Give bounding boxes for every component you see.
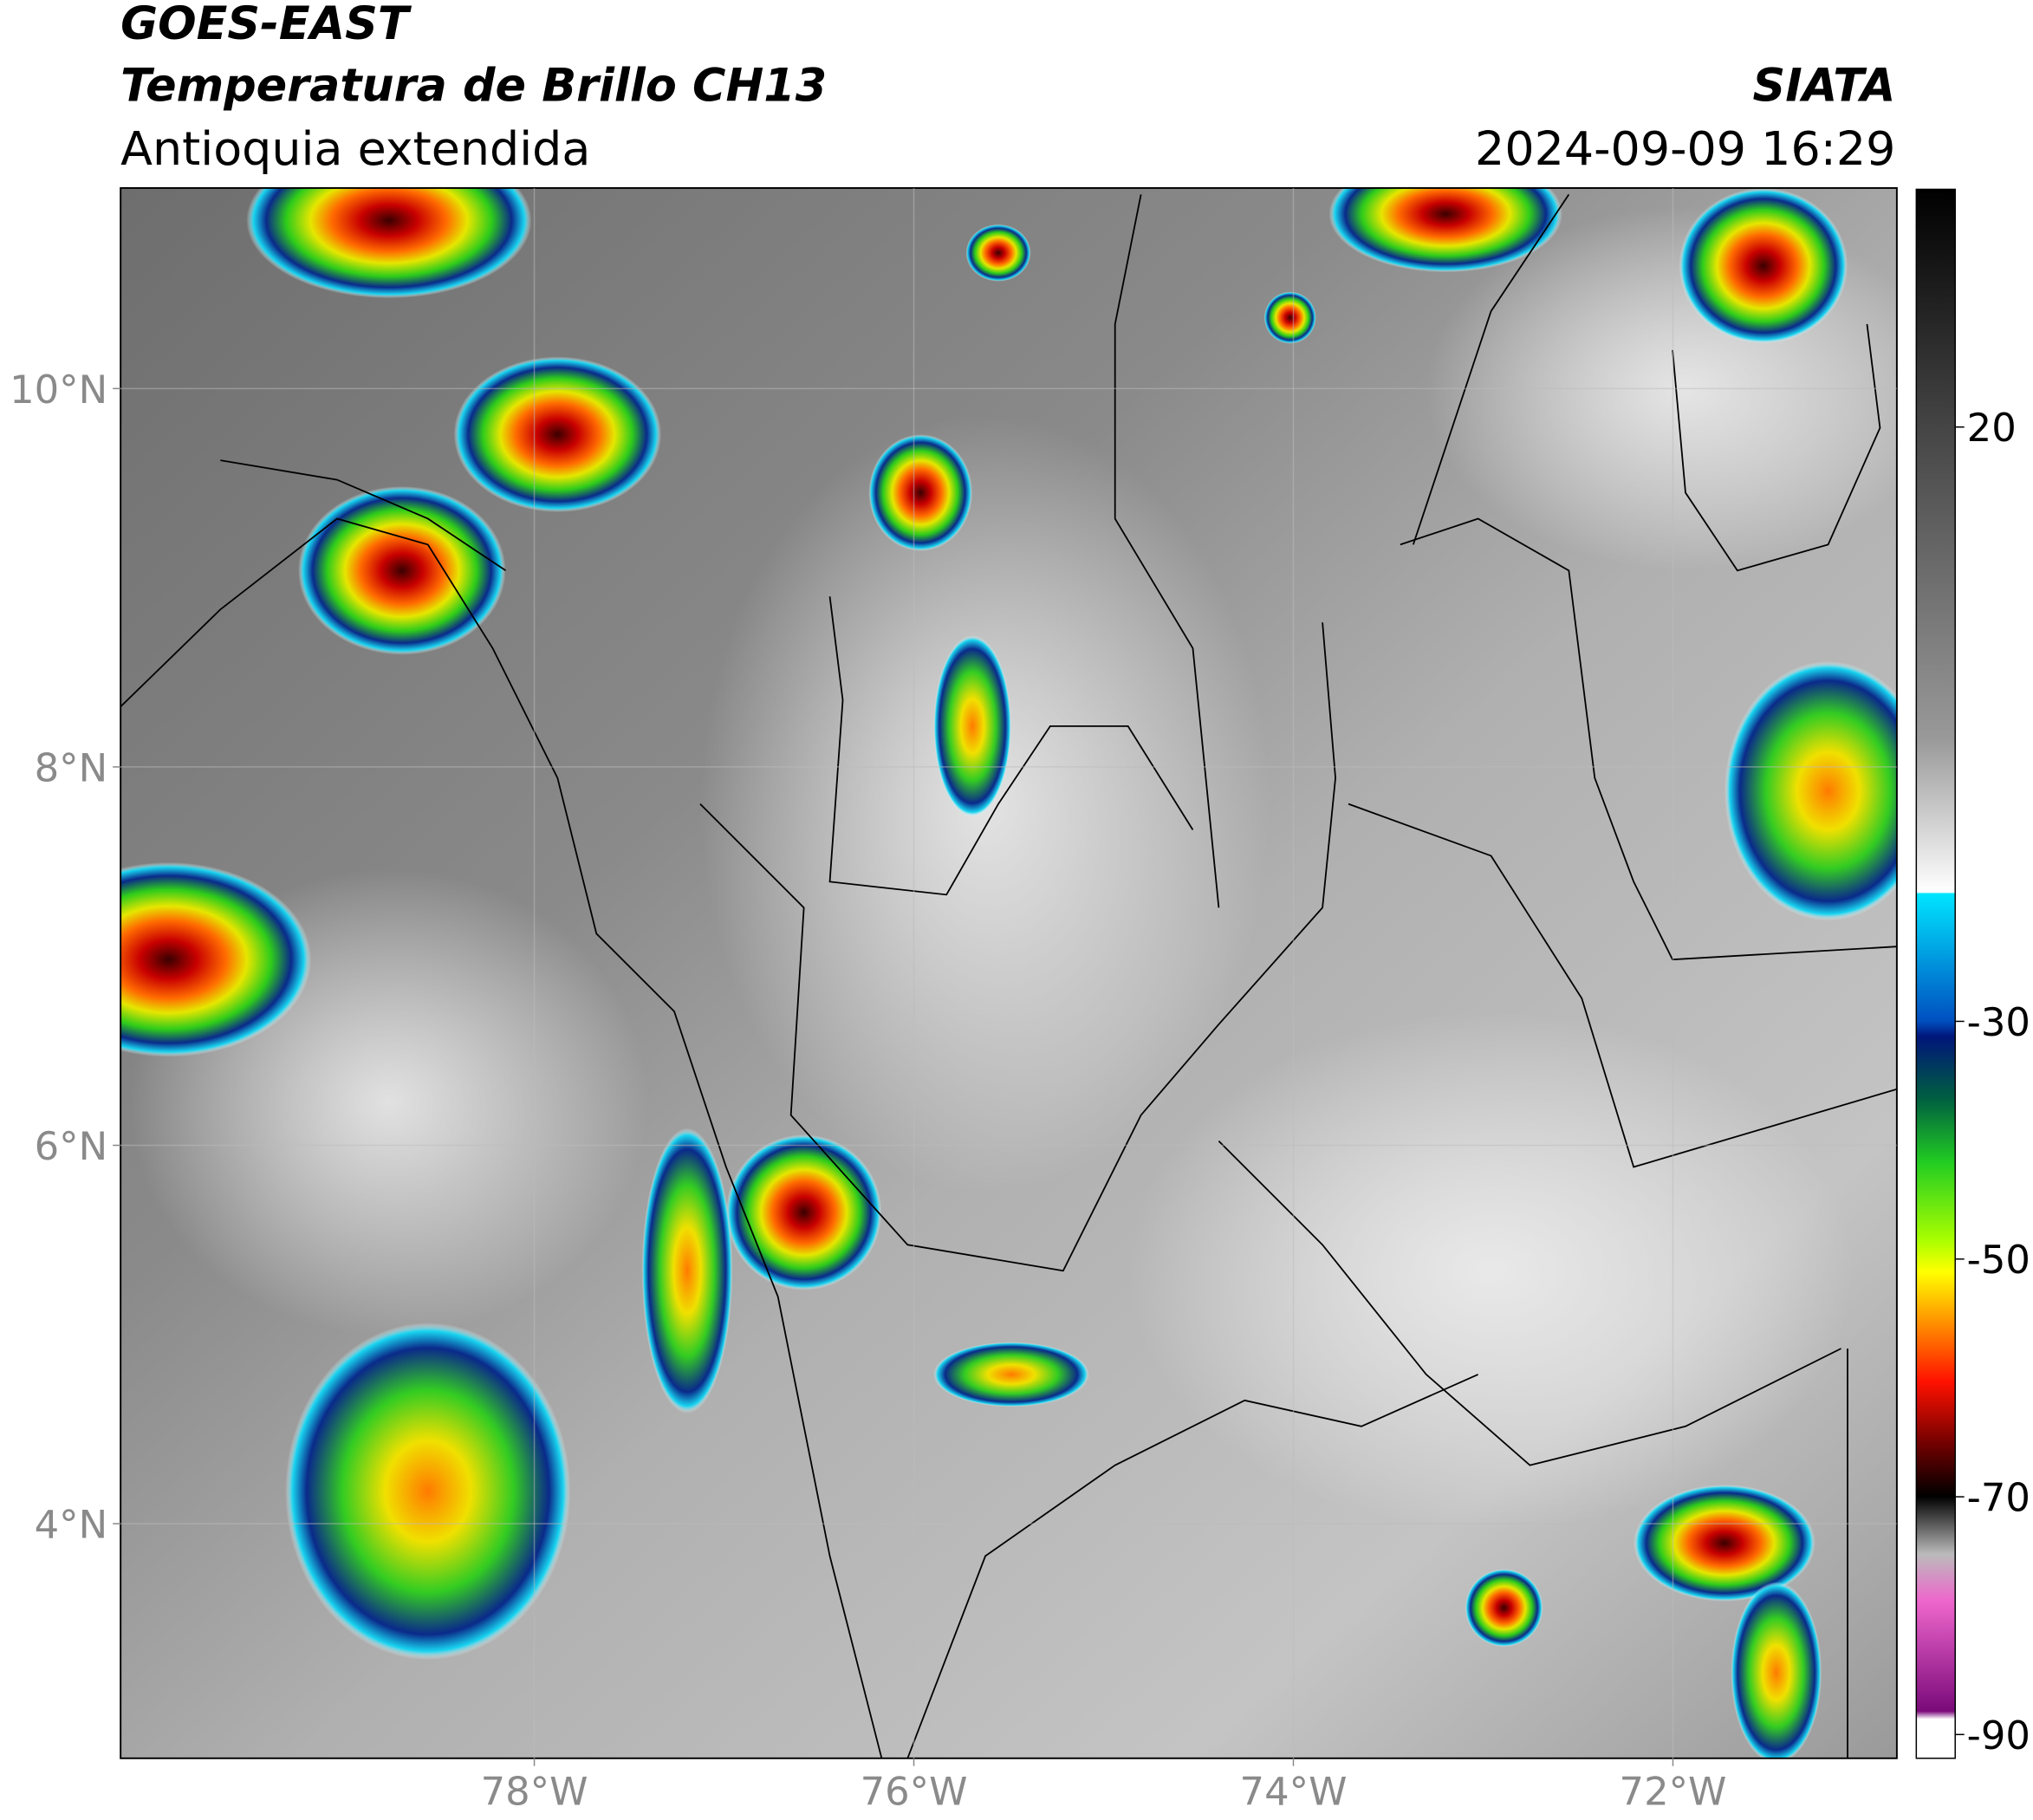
- source: SIATA: [1753, 60, 1896, 113]
- x-tick-label: 78°W: [481, 1769, 588, 1815]
- colorbar-tick-label: -90: [1967, 1713, 2030, 1758]
- y-tick-label: 10°N: [10, 367, 107, 413]
- colorbar-tick-label: -50: [1967, 1237, 2030, 1283]
- axes: 78°W 76°W 74°W 72°W 4°N 6°N 8°N 10°N: [10, 187, 1897, 1815]
- x-tick-label: 72°W: [1620, 1769, 1727, 1815]
- colorbar-tick-label: -70: [1967, 1475, 2030, 1521]
- map-frame: [120, 186, 1898, 1759]
- colorbar-axis: 20 -30 -50 -70 -90: [1955, 405, 2030, 1758]
- satellite-image: [120, 187, 1897, 1758]
- y-tick-label: 4°N: [35, 1502, 108, 1548]
- title: GOES-EAST: [120, 0, 412, 50]
- colorbar-tick-label: 20: [1967, 405, 2017, 451]
- colorbar: [1915, 188, 1956, 1759]
- x-tick-label: 76°W: [861, 1769, 968, 1815]
- subtitle: Temperatura de Brillo CH13: [120, 60, 827, 113]
- colorbar-tick-label: -30: [1967, 999, 2030, 1045]
- x-tick-label: 74°W: [1240, 1769, 1348, 1815]
- region: Antioquia extendida: [120, 121, 590, 176]
- datetime: 2024-09-09 16:29: [1475, 121, 1895, 176]
- y-tick-label: 8°N: [35, 744, 108, 790]
- y-tick-label: 6°N: [35, 1123, 108, 1169]
